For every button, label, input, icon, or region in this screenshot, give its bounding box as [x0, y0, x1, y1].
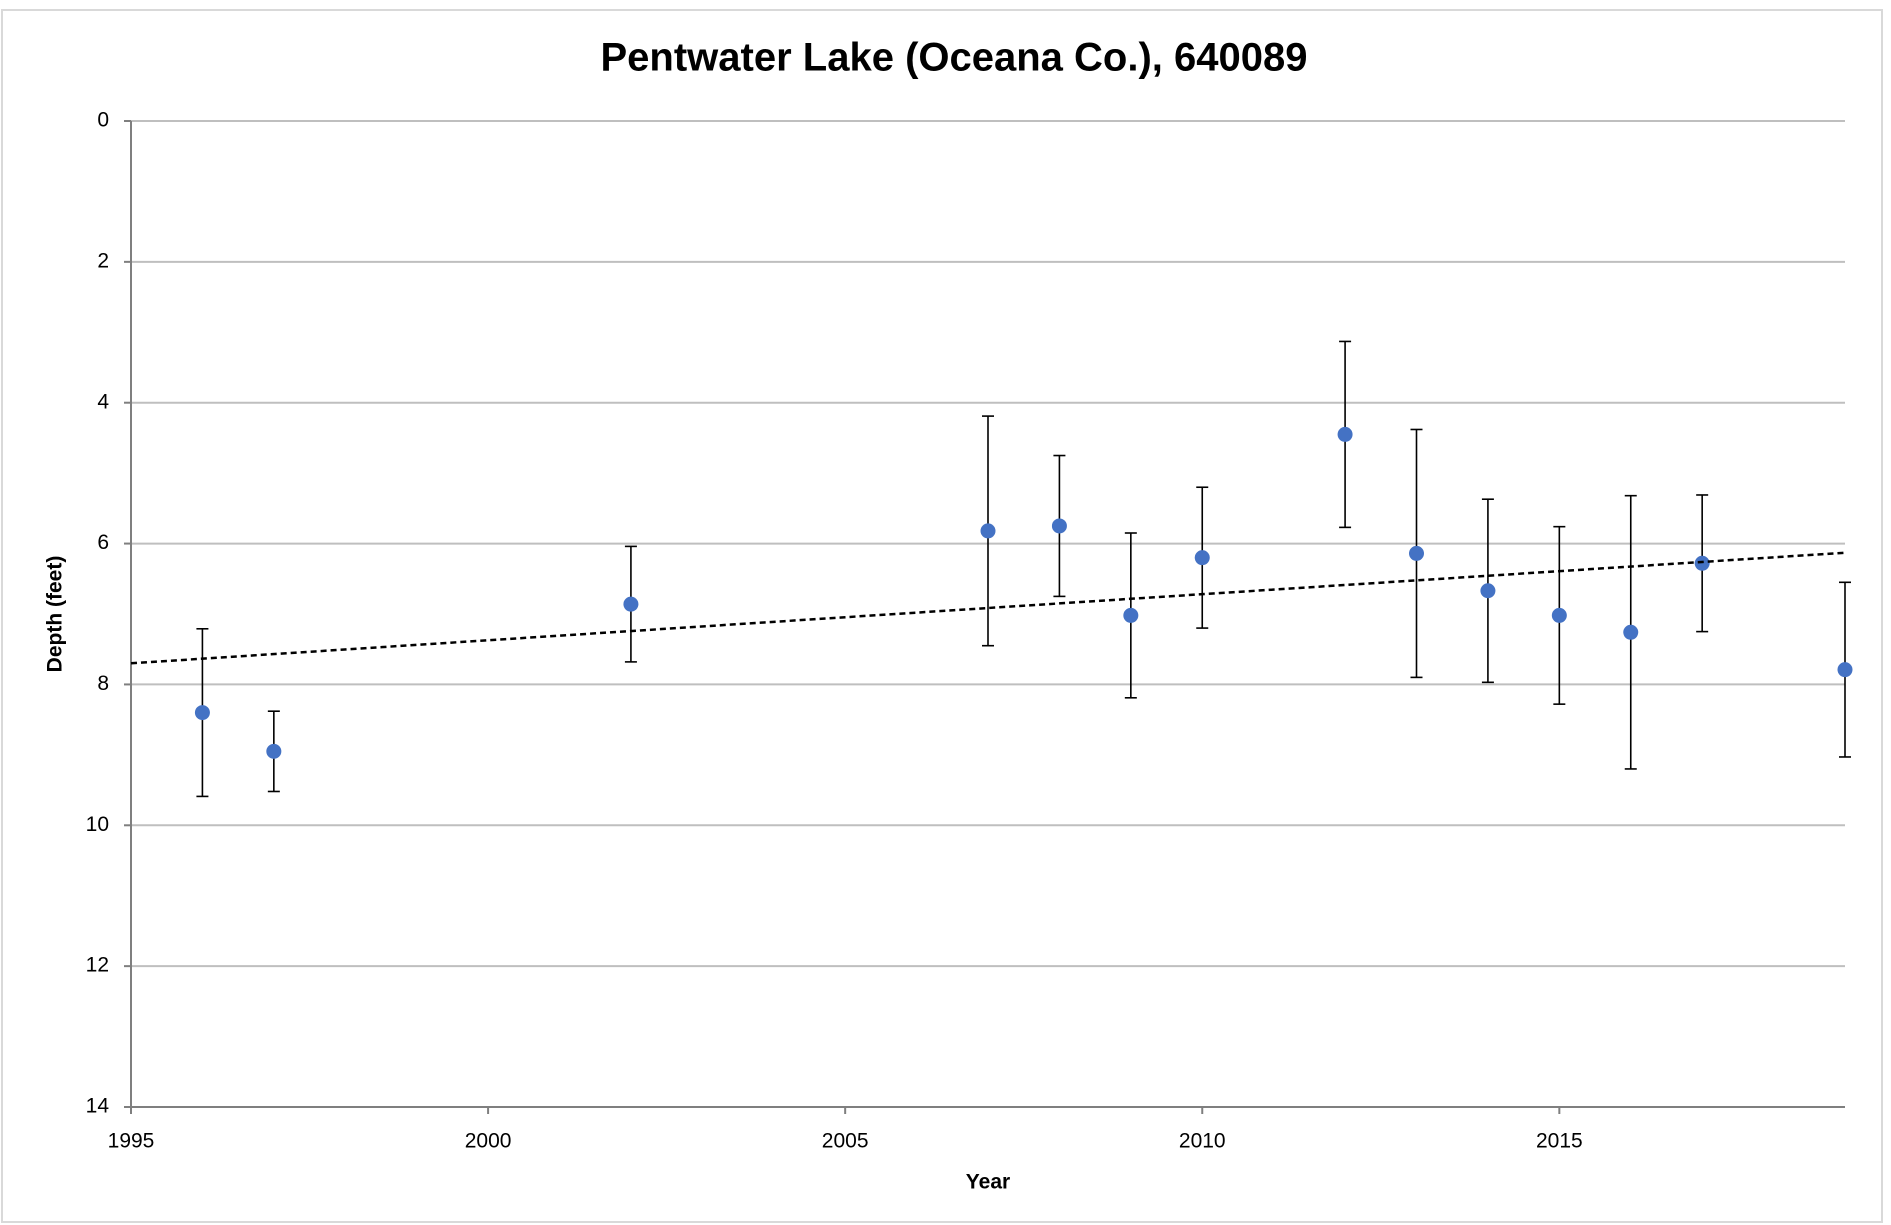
x-tick-label: 1995 — [108, 1130, 155, 1153]
data-point — [194, 705, 210, 721]
data-point — [1194, 550, 1210, 566]
y-tick-label: 8 — [97, 672, 109, 695]
data-point — [1409, 545, 1424, 561]
x-tick-label: 2015 — [1536, 1130, 1583, 1153]
y-tick-label: 12 — [86, 954, 109, 977]
data-point — [1051, 518, 1067, 534]
data-point — [1694, 555, 1710, 571]
data-point — [1837, 662, 1853, 678]
y-tick-label: 2 — [97, 249, 109, 272]
x-tick-label: 2005 — [822, 1130, 869, 1153]
x-axis-label: Year — [966, 1171, 1010, 1194]
y-tick-label: 10 — [86, 813, 109, 836]
data-point — [1337, 426, 1353, 442]
y-tick-label: 0 — [97, 109, 109, 132]
chart-border — [1, 9, 1883, 1223]
y-axis-label: Depth (feet) — [44, 556, 67, 673]
y-tick-label: 14 — [86, 1095, 110, 1118]
data-point — [1551, 607, 1567, 623]
data-point — [1623, 624, 1639, 640]
data-point — [980, 523, 996, 539]
trendline — [130, 551, 1846, 665]
y-tick-label: 4 — [97, 390, 109, 413]
x-tick-label: 2000 — [465, 1130, 512, 1153]
y-tick-label: 6 — [97, 531, 109, 554]
chart-title: Pentwater Lake (Oceana Co.), 640089 — [601, 36, 1308, 80]
data-point — [266, 743, 282, 759]
data-point — [1123, 607, 1139, 623]
x-tick-label: 2010 — [1179, 1130, 1226, 1153]
data-point — [1480, 583, 1496, 599]
data-point — [623, 596, 639, 612]
